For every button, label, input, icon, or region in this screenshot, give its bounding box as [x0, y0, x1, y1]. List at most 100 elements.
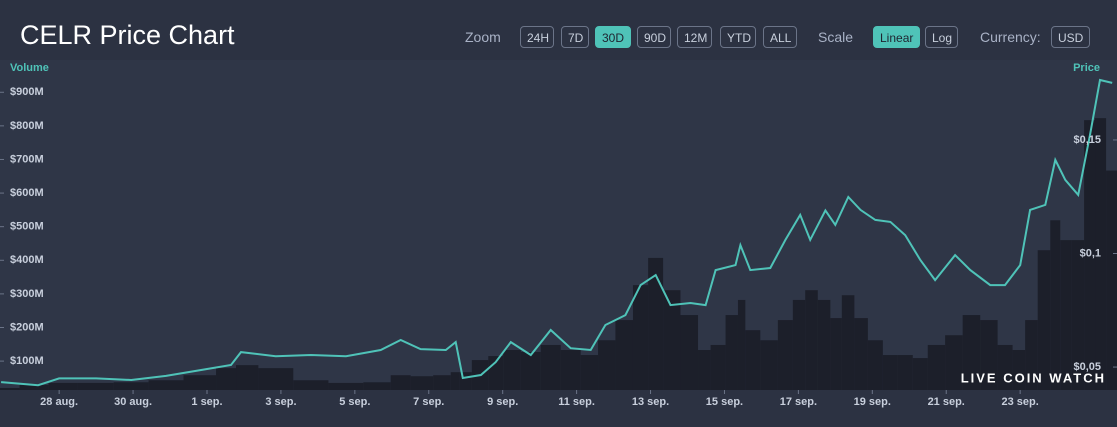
price-line — [1, 78, 1113, 387]
volume-bar — [433, 375, 451, 390]
volume-bar — [927, 344, 946, 390]
volume-bar — [817, 299, 831, 390]
volume-bar — [632, 285, 649, 390]
volume-bar — [854, 318, 868, 390]
zoom-button[interactable]: 7D — [561, 26, 589, 48]
scale-button[interactable]: Linear — [873, 26, 920, 48]
volume-bar — [236, 365, 259, 390]
volume-bar — [258, 368, 294, 390]
volume-bar — [363, 382, 391, 390]
x-tick-label: 5 sep. — [339, 396, 370, 408]
currency-label: Currency: — [980, 29, 1041, 45]
volume-bar — [148, 380, 184, 390]
volume-bar — [1071, 240, 1085, 390]
volume-bar — [725, 315, 738, 390]
scale-label: Scale — [818, 29, 854, 45]
y-tick-label: $900M — [10, 86, 44, 98]
y2-tick-label: $0,05 — [1073, 361, 1101, 373]
volume-bar — [520, 352, 541, 390]
volume-bar — [540, 344, 561, 390]
y2-tick-label: $0,1 — [1080, 247, 1101, 259]
plot-area — [0, 60, 1117, 390]
volume-bar — [680, 315, 699, 390]
volume-bar — [450, 372, 460, 390]
volume-bar — [1012, 350, 1026, 390]
x-tick-label: 21 sep. — [928, 396, 965, 408]
y-tick-label: $800M — [10, 120, 44, 132]
x-tick-label: 7 sep. — [413, 396, 444, 408]
y-tick-label: $300M — [10, 288, 44, 300]
volume-bar — [962, 315, 981, 390]
volume-bar — [1050, 220, 1061, 390]
y-axis-title: Volume — [10, 62, 49, 74]
zoom-button[interactable]: 12M — [677, 26, 712, 48]
zoom-button[interactable]: 90D — [637, 26, 671, 48]
x-tick-label: 11 sep. — [558, 396, 595, 408]
volume-bar — [560, 350, 581, 390]
volume-bar — [648, 257, 664, 390]
volume-bar — [1060, 240, 1072, 390]
volume-bar — [503, 350, 521, 390]
volume-bar — [328, 382, 364, 390]
zoom-button[interactable]: 24H — [520, 26, 554, 48]
volume-bar — [912, 358, 928, 390]
y-tick-label: $400M — [10, 254, 44, 266]
zoom-label: Zoom — [465, 29, 501, 45]
volume-bar — [113, 382, 149, 390]
watermark: LIVE COIN WATCH — [961, 370, 1106, 385]
volume-bar — [1106, 170, 1117, 390]
volume-bar — [293, 380, 329, 390]
volume-bar — [183, 375, 217, 390]
y2-tick-label: $0,15 — [1073, 134, 1101, 146]
volume-bar — [698, 350, 711, 390]
zoom-button[interactable]: ALL — [763, 26, 797, 48]
volume-bar — [19, 384, 49, 390]
y-tick-label: $200M — [10, 321, 44, 333]
volume-bar — [48, 382, 78, 390]
volume-bar — [410, 376, 434, 390]
volume-bar — [390, 375, 411, 390]
volume-bar — [745, 330, 761, 390]
volume-bar — [760, 340, 778, 390]
volume-bar — [598, 340, 616, 390]
x-tick-label: 19 sep. — [854, 396, 891, 408]
volume-bar — [867, 340, 883, 390]
scale-button[interactable]: Log — [925, 26, 958, 48]
volume-bar — [777, 320, 793, 390]
x-tick-label: 9 sep. — [487, 396, 518, 408]
volume-bar — [1037, 250, 1051, 390]
x-tick-label: 3 sep. — [265, 396, 296, 408]
volume-bar — [830, 318, 842, 390]
y2-axis-title: Price — [1073, 62, 1100, 74]
y-tick-label: $600M — [10, 187, 44, 199]
volume-bar — [710, 344, 726, 390]
currency-button[interactable]: USD — [1051, 26, 1090, 48]
volume-bar — [1095, 118, 1107, 390]
volume-bar — [980, 320, 998, 390]
x-tick-label: 28 aug. — [40, 396, 78, 408]
volume-bar — [0, 387, 20, 390]
volume-bar — [1084, 120, 1096, 391]
zoom-button[interactable]: YTD — [720, 26, 756, 48]
volume-bar — [216, 368, 237, 390]
volume-bar — [882, 355, 898, 390]
x-tick-label: 15 sep. — [706, 396, 743, 408]
volume-bar — [77, 382, 114, 390]
x-tick-label: 30 aug. — [114, 396, 152, 408]
page-title: CELR Price Chart — [20, 20, 235, 50]
x-tick-label: 1 sep. — [191, 396, 222, 408]
y-tick-label: $500M — [10, 221, 44, 233]
zoom-button[interactable]: 30D — [595, 26, 631, 48]
volume-bar — [615, 320, 633, 390]
volume-bar — [841, 295, 855, 390]
volume-bar — [737, 299, 746, 390]
volume-bar — [792, 299, 806, 390]
volume-bar — [459, 372, 472, 390]
x-tick-label: 23 sep. — [1002, 396, 1039, 408]
volume-bar — [663, 290, 681, 390]
volume-bar — [945, 335, 963, 390]
x-tick-label: 13 sep. — [632, 396, 669, 408]
volume-bar — [997, 344, 1013, 390]
y-tick-label: $100M — [10, 355, 44, 367]
